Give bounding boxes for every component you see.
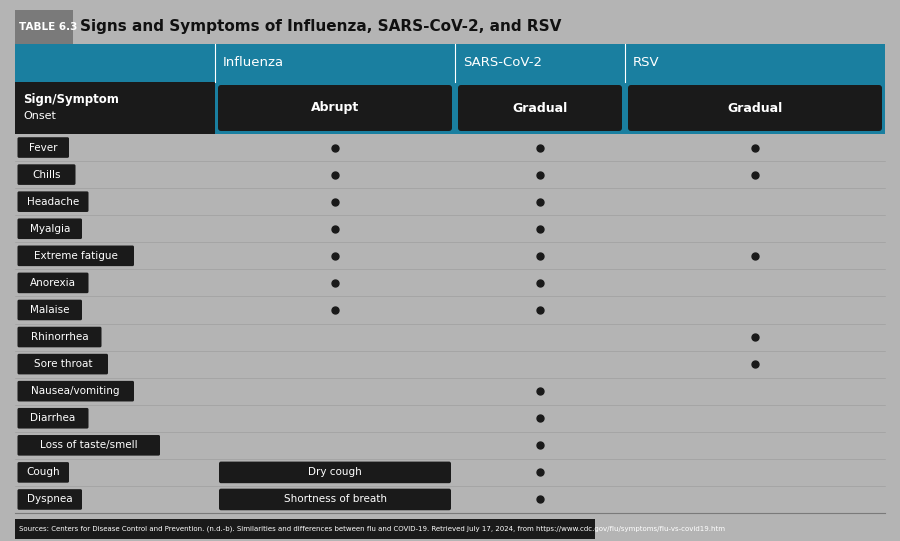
Bar [15, 82, 885, 134]
Text: TABLE 6.3: TABLE 6.3 [19, 22, 77, 32]
Text: Headache: Headache [27, 197, 79, 207]
FancyBboxPatch shape [17, 192, 88, 212]
Text: Malaise: Malaise [30, 305, 69, 315]
Text: Influenza: Influenza [223, 56, 284, 69]
FancyBboxPatch shape [17, 489, 82, 510]
Text: Dry cough: Dry cough [308, 467, 362, 477]
Text: Myalgia: Myalgia [30, 224, 70, 234]
Text: Nausea/vomiting: Nausea/vomiting [32, 386, 120, 396]
Text: Chills: Chills [32, 170, 61, 180]
FancyBboxPatch shape [17, 137, 69, 158]
Bar [15, 351, 885, 378]
Bar [15, 10, 73, 44]
Bar [15, 459, 885, 486]
Text: Onset: Onset [23, 111, 56, 121]
FancyBboxPatch shape [17, 219, 82, 239]
FancyBboxPatch shape [458, 85, 622, 131]
Text: SARS-CoV-2: SARS-CoV-2 [463, 56, 542, 69]
FancyBboxPatch shape [17, 327, 102, 347]
FancyBboxPatch shape [17, 273, 88, 293]
Text: Abrupt: Abrupt [310, 102, 359, 115]
Bar [15, 405, 885, 432]
Bar [15, 242, 885, 269]
FancyBboxPatch shape [17, 462, 69, 483]
FancyBboxPatch shape [17, 354, 108, 374]
FancyBboxPatch shape [218, 85, 452, 131]
Text: Sign/Symptom: Sign/Symptom [23, 94, 119, 107]
FancyBboxPatch shape [628, 85, 882, 131]
Text: RSV: RSV [633, 56, 660, 69]
Bar [15, 378, 885, 405]
Text: Loss of taste/smell: Loss of taste/smell [40, 440, 138, 450]
Text: Anorexia: Anorexia [30, 278, 76, 288]
Bar [15, 188, 885, 215]
FancyBboxPatch shape [17, 164, 76, 185]
Bar [15, 486, 885, 513]
Bar [15, 296, 885, 324]
FancyBboxPatch shape [17, 300, 82, 320]
Text: Fever: Fever [29, 142, 58, 153]
Text: Gradual: Gradual [727, 102, 783, 115]
Bar [15, 161, 885, 188]
Bar [15, 324, 885, 351]
Bar [15, 215, 885, 242]
Text: Dyspnea: Dyspnea [27, 494, 73, 504]
Bar [15, 269, 885, 296]
Bar [15, 519, 595, 539]
Text: Rhinorrhea: Rhinorrhea [31, 332, 88, 342]
Text: Signs and Symptoms of Influenza, SARS-CoV-2, and RSV: Signs and Symptoms of Influenza, SARS-Co… [80, 19, 562, 35]
Text: Sources: Centers for Disease Control and Prevention. (n.d.-b). Similarities and : Sources: Centers for Disease Control and… [19, 526, 725, 532]
FancyBboxPatch shape [17, 246, 134, 266]
Text: Sore throat: Sore throat [33, 359, 92, 369]
Text: Gradual: Gradual [512, 102, 568, 115]
Text: Shortness of breath: Shortness of breath [284, 494, 386, 504]
Bar [15, 82, 215, 134]
FancyBboxPatch shape [17, 408, 88, 428]
FancyBboxPatch shape [17, 435, 160, 456]
Bar [15, 432, 885, 459]
FancyBboxPatch shape [219, 461, 451, 483]
Bar [15, 44, 885, 82]
Text: Extreme fatigue: Extreme fatigue [34, 251, 118, 261]
Text: Diarrhea: Diarrhea [31, 413, 76, 423]
FancyBboxPatch shape [17, 381, 134, 401]
Bar [15, 134, 885, 161]
Text: Cough: Cough [26, 467, 60, 477]
FancyBboxPatch shape [219, 489, 451, 510]
